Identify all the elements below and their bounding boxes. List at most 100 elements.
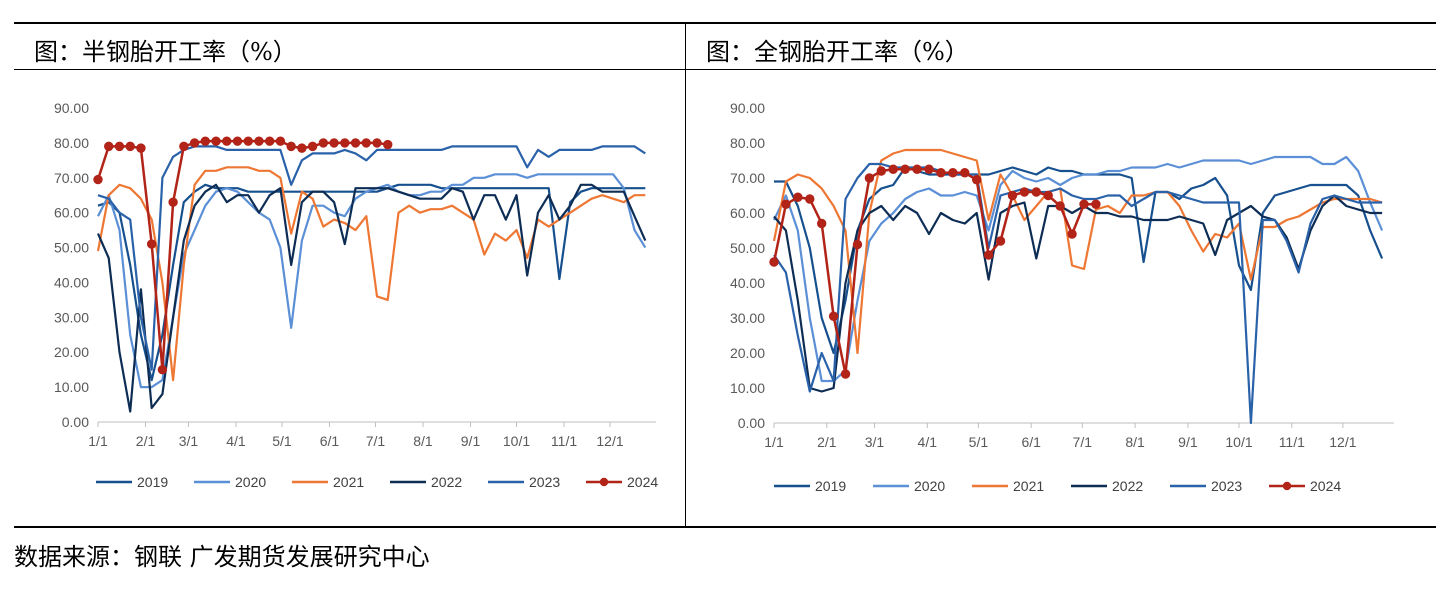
x-tick-label: 2/1 — [817, 434, 837, 450]
legend-marker — [1282, 481, 1292, 491]
legend-item-2024: 2024 — [586, 474, 658, 490]
x-tick-label: 10/1 — [1225, 434, 1252, 450]
data-point-2024 — [1055, 201, 1065, 211]
data-point-2024 — [948, 168, 958, 178]
data-point-2024 — [828, 311, 839, 321]
chart-title-all-steel: 图：全钢胎开工率（%） — [706, 38, 969, 66]
series-line-2024 — [96, 139, 388, 371]
data-point-2024 — [924, 164, 934, 174]
data-point-2024 — [793, 192, 803, 202]
bottom-rule — [14, 526, 1436, 528]
data-point-2024 — [168, 197, 178, 207]
data-point-2024 — [104, 141, 114, 152]
x-tick-label: 5/1 — [272, 433, 292, 449]
data-source: 数据来源：钢联 广发期货发展研究中心 — [14, 543, 430, 571]
x-tick-label: 8/1 — [413, 433, 433, 449]
data-point-2024 — [864, 173, 875, 183]
x-tick-label: 9/1 — [461, 433, 481, 449]
data-point-2024 — [286, 141, 296, 152]
series-line-2023 — [773, 162, 1383, 425]
data-point-2024 — [1091, 199, 1101, 209]
x-tick-label: 9/1 — [1178, 434, 1198, 450]
data-point-2024 — [297, 143, 307, 153]
y-tick-label: 10.00 — [730, 380, 765, 396]
y-tick-label: 30.00 — [730, 310, 765, 326]
x-tick-label: 5/1 — [969, 434, 989, 450]
y-tick-label: 40.00 — [730, 275, 765, 291]
panel-divider — [685, 22, 686, 528]
data-point-2024 — [1019, 187, 1030, 197]
series-line-2024 — [772, 168, 1096, 376]
x-tick-label: 10/1 — [503, 433, 530, 449]
data-point-2024 — [136, 143, 146, 153]
chart-title-semi-steel: 图：半钢胎开工率（%） — [34, 38, 297, 66]
y-tick-label: 70.00 — [54, 170, 89, 186]
y-tick-label: 80.00 — [54, 135, 89, 151]
data-point-2024 — [1007, 190, 1018, 201]
data-point-2024 — [157, 364, 168, 375]
data-point-2024 — [372, 138, 382, 148]
x-tick-label: 6/1 — [1021, 434, 1041, 450]
data-point-2024 — [840, 369, 851, 379]
data-point-2024 — [781, 199, 791, 209]
figure-frame: 图：半钢胎开工率（%） 图：全钢胎开工率（%） 0.00 10.00 20.00 30… — [14, 22, 1436, 528]
legend-item-2023: 2023 — [1170, 478, 1242, 494]
data-point-2024 — [254, 136, 264, 146]
legend-label: 2022 — [1112, 478, 1143, 494]
data-point-2024 — [888, 164, 898, 174]
x-tick-label: 11/1 — [1279, 434, 1305, 450]
data-point-2024 — [971, 175, 982, 185]
data-point-2024 — [900, 164, 910, 174]
legend-label: 2019 — [137, 474, 168, 490]
y-tick-label: 10.00 — [54, 379, 89, 395]
legend-label: 2020 — [235, 474, 266, 490]
data-point-2024 — [200, 136, 211, 146]
top-rule — [14, 22, 1436, 24]
data-point-2024 — [179, 141, 189, 152]
legend-label: 2024 — [627, 474, 658, 490]
data-point-2024 — [350, 138, 361, 148]
legend-label: 2024 — [1310, 478, 1341, 494]
legend-label: 2021 — [1013, 478, 1044, 494]
data-point-2024 — [361, 138, 371, 148]
x-tick-label: 3/1 — [179, 433, 199, 449]
x-tick-label: 1/1 — [88, 433, 108, 449]
y-tick-label: 60.00 — [730, 205, 765, 221]
data-point-2024 — [189, 138, 200, 148]
data-point-2024 — [114, 141, 125, 152]
legend-label: 2019 — [815, 478, 846, 494]
legend-label: 2023 — [529, 474, 560, 490]
series-line-2020 — [773, 155, 1384, 383]
legend-item-2019: 2019 — [96, 474, 168, 490]
data-point-2024 — [1079, 199, 1089, 209]
legend-item-2024: 2024 — [1269, 478, 1341, 494]
x-tick-label: 12/1 — [1329, 434, 1356, 450]
data-point-2024 — [232, 136, 243, 146]
data-point-2024 — [222, 136, 232, 146]
semi-steel-chart: 0.00 10.00 20.00 30.00 40.00 50.00 60.00 70.00 8… — [54, 100, 658, 490]
x-tick-label: 6/1 — [320, 433, 340, 449]
legend-item-2022: 2022 — [1071, 478, 1143, 494]
x-tick-label: 1/1 — [764, 434, 784, 450]
data-point-2024 — [1067, 229, 1077, 239]
data-point-2024 — [983, 250, 994, 260]
data-point-2024 — [1031, 187, 1042, 197]
series-line-2022 — [773, 194, 1383, 393]
y-tick-label: 0.00 — [62, 414, 89, 430]
legend-item-2021: 2021 — [972, 478, 1044, 494]
data-point-2024 — [1043, 190, 1053, 201]
y-tick-label: 60.00 — [54, 205, 89, 221]
data-point-2024 — [805, 194, 815, 204]
y-tick-label: 30.00 — [54, 309, 89, 325]
data-point-2024 — [816, 218, 827, 229]
y-tick-label: 20.00 — [54, 344, 89, 360]
data-point-2024 — [146, 239, 157, 249]
data-point-2024 — [243, 136, 253, 146]
y-tick-label: 50.00 — [730, 240, 765, 256]
data-point-2024 — [769, 257, 779, 267]
legend-marker — [599, 477, 609, 487]
x-tick-label: 11/1 — [551, 433, 577, 449]
series-line-2019 — [97, 183, 646, 382]
data-point-2024 — [275, 136, 286, 146]
x-tick-label: 2/1 — [136, 433, 156, 449]
